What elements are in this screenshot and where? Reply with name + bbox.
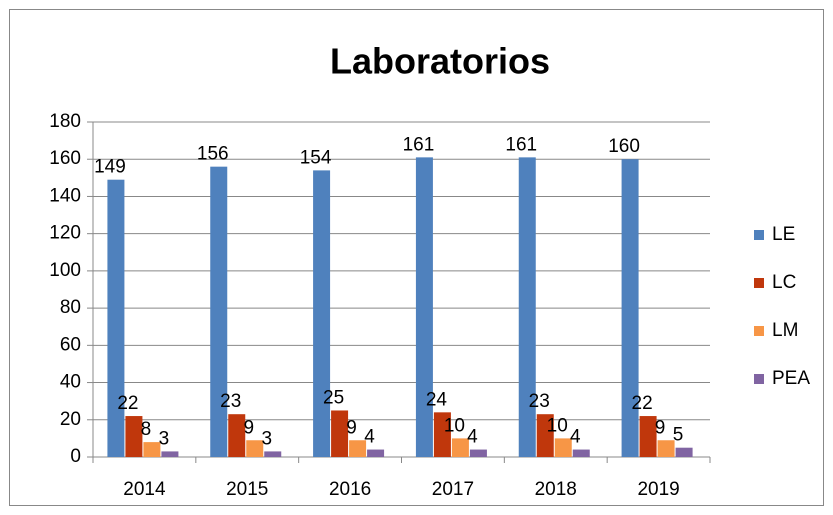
- data-label: 9: [655, 417, 666, 438]
- data-label: 23: [529, 391, 550, 412]
- legend-swatch: [754, 374, 764, 384]
- bar: [143, 442, 161, 457]
- bar: [210, 166, 228, 457]
- bar: [107, 179, 125, 457]
- bar: [161, 451, 179, 457]
- legend-swatch: [754, 230, 764, 240]
- legend-swatch: [754, 326, 764, 336]
- bar: [536, 414, 554, 457]
- bar: [518, 157, 536, 457]
- y-tick-label: 120: [49, 223, 81, 244]
- bar: [451, 438, 469, 457]
- data-label: 25: [323, 387, 344, 408]
- y-tick-label: 160: [49, 148, 81, 169]
- data-label: 3: [159, 428, 170, 449]
- data-label: 161: [403, 134, 435, 155]
- y-tick-label: 100: [49, 260, 81, 281]
- legend-swatch: [754, 278, 764, 288]
- data-label: 4: [364, 427, 375, 448]
- x-tick-label: 2014: [123, 479, 166, 500]
- legend-label: LM: [772, 320, 798, 341]
- x-tick-label: 2018: [535, 479, 577, 500]
- bar: [469, 449, 487, 457]
- bar: [657, 440, 675, 457]
- data-label: 22: [632, 393, 653, 414]
- data-label: 22: [117, 393, 138, 414]
- x-tick-label: 2015: [226, 479, 268, 500]
- bar: [572, 449, 590, 457]
- data-label: 4: [570, 427, 581, 448]
- legend-label: PEA: [772, 368, 810, 389]
- bar: [433, 412, 451, 457]
- bar: [639, 416, 657, 457]
- data-label: 24: [426, 389, 448, 410]
- x-tick-label: 2017: [432, 479, 474, 500]
- bar: [125, 416, 143, 457]
- data-label: 4: [467, 427, 478, 448]
- y-tick-label: 80: [60, 297, 81, 318]
- bar: [367, 449, 385, 457]
- chart-title: Laboratorios: [330, 41, 550, 82]
- legend-label: LC: [772, 272, 796, 293]
- data-label: 10: [444, 415, 465, 436]
- x-tick-label: 2016: [329, 479, 371, 500]
- legend-label: LE: [772, 224, 795, 245]
- bar: [331, 410, 349, 457]
- y-tick-label: 140: [49, 185, 81, 206]
- data-label: 8: [141, 419, 152, 440]
- data-label: 3: [261, 428, 272, 449]
- data-label: 9: [346, 417, 357, 438]
- x-tick-label: 2019: [637, 479, 679, 500]
- y-tick-label: 20: [60, 409, 81, 430]
- data-label: 5: [673, 425, 684, 446]
- y-tick-label: 0: [70, 446, 81, 467]
- data-label: 23: [220, 391, 241, 412]
- bar: [349, 440, 367, 457]
- data-label: 10: [547, 415, 568, 436]
- bar: [313, 170, 331, 457]
- bar: [554, 438, 572, 457]
- bar: [264, 451, 282, 457]
- data-label: 149: [94, 157, 126, 178]
- bar: [621, 159, 639, 457]
- data-label: 156: [197, 144, 229, 165]
- data-label: 160: [608, 136, 640, 157]
- data-label: 161: [505, 134, 537, 155]
- y-tick-label: 180: [49, 111, 81, 132]
- bar: [228, 414, 246, 457]
- y-tick-label: 40: [60, 372, 81, 393]
- bar: [246, 440, 264, 457]
- data-label: 9: [243, 417, 254, 438]
- y-tick-label: 60: [60, 334, 81, 355]
- bar: [675, 447, 693, 457]
- data-label: 154: [300, 147, 332, 168]
- bar: [415, 157, 433, 457]
